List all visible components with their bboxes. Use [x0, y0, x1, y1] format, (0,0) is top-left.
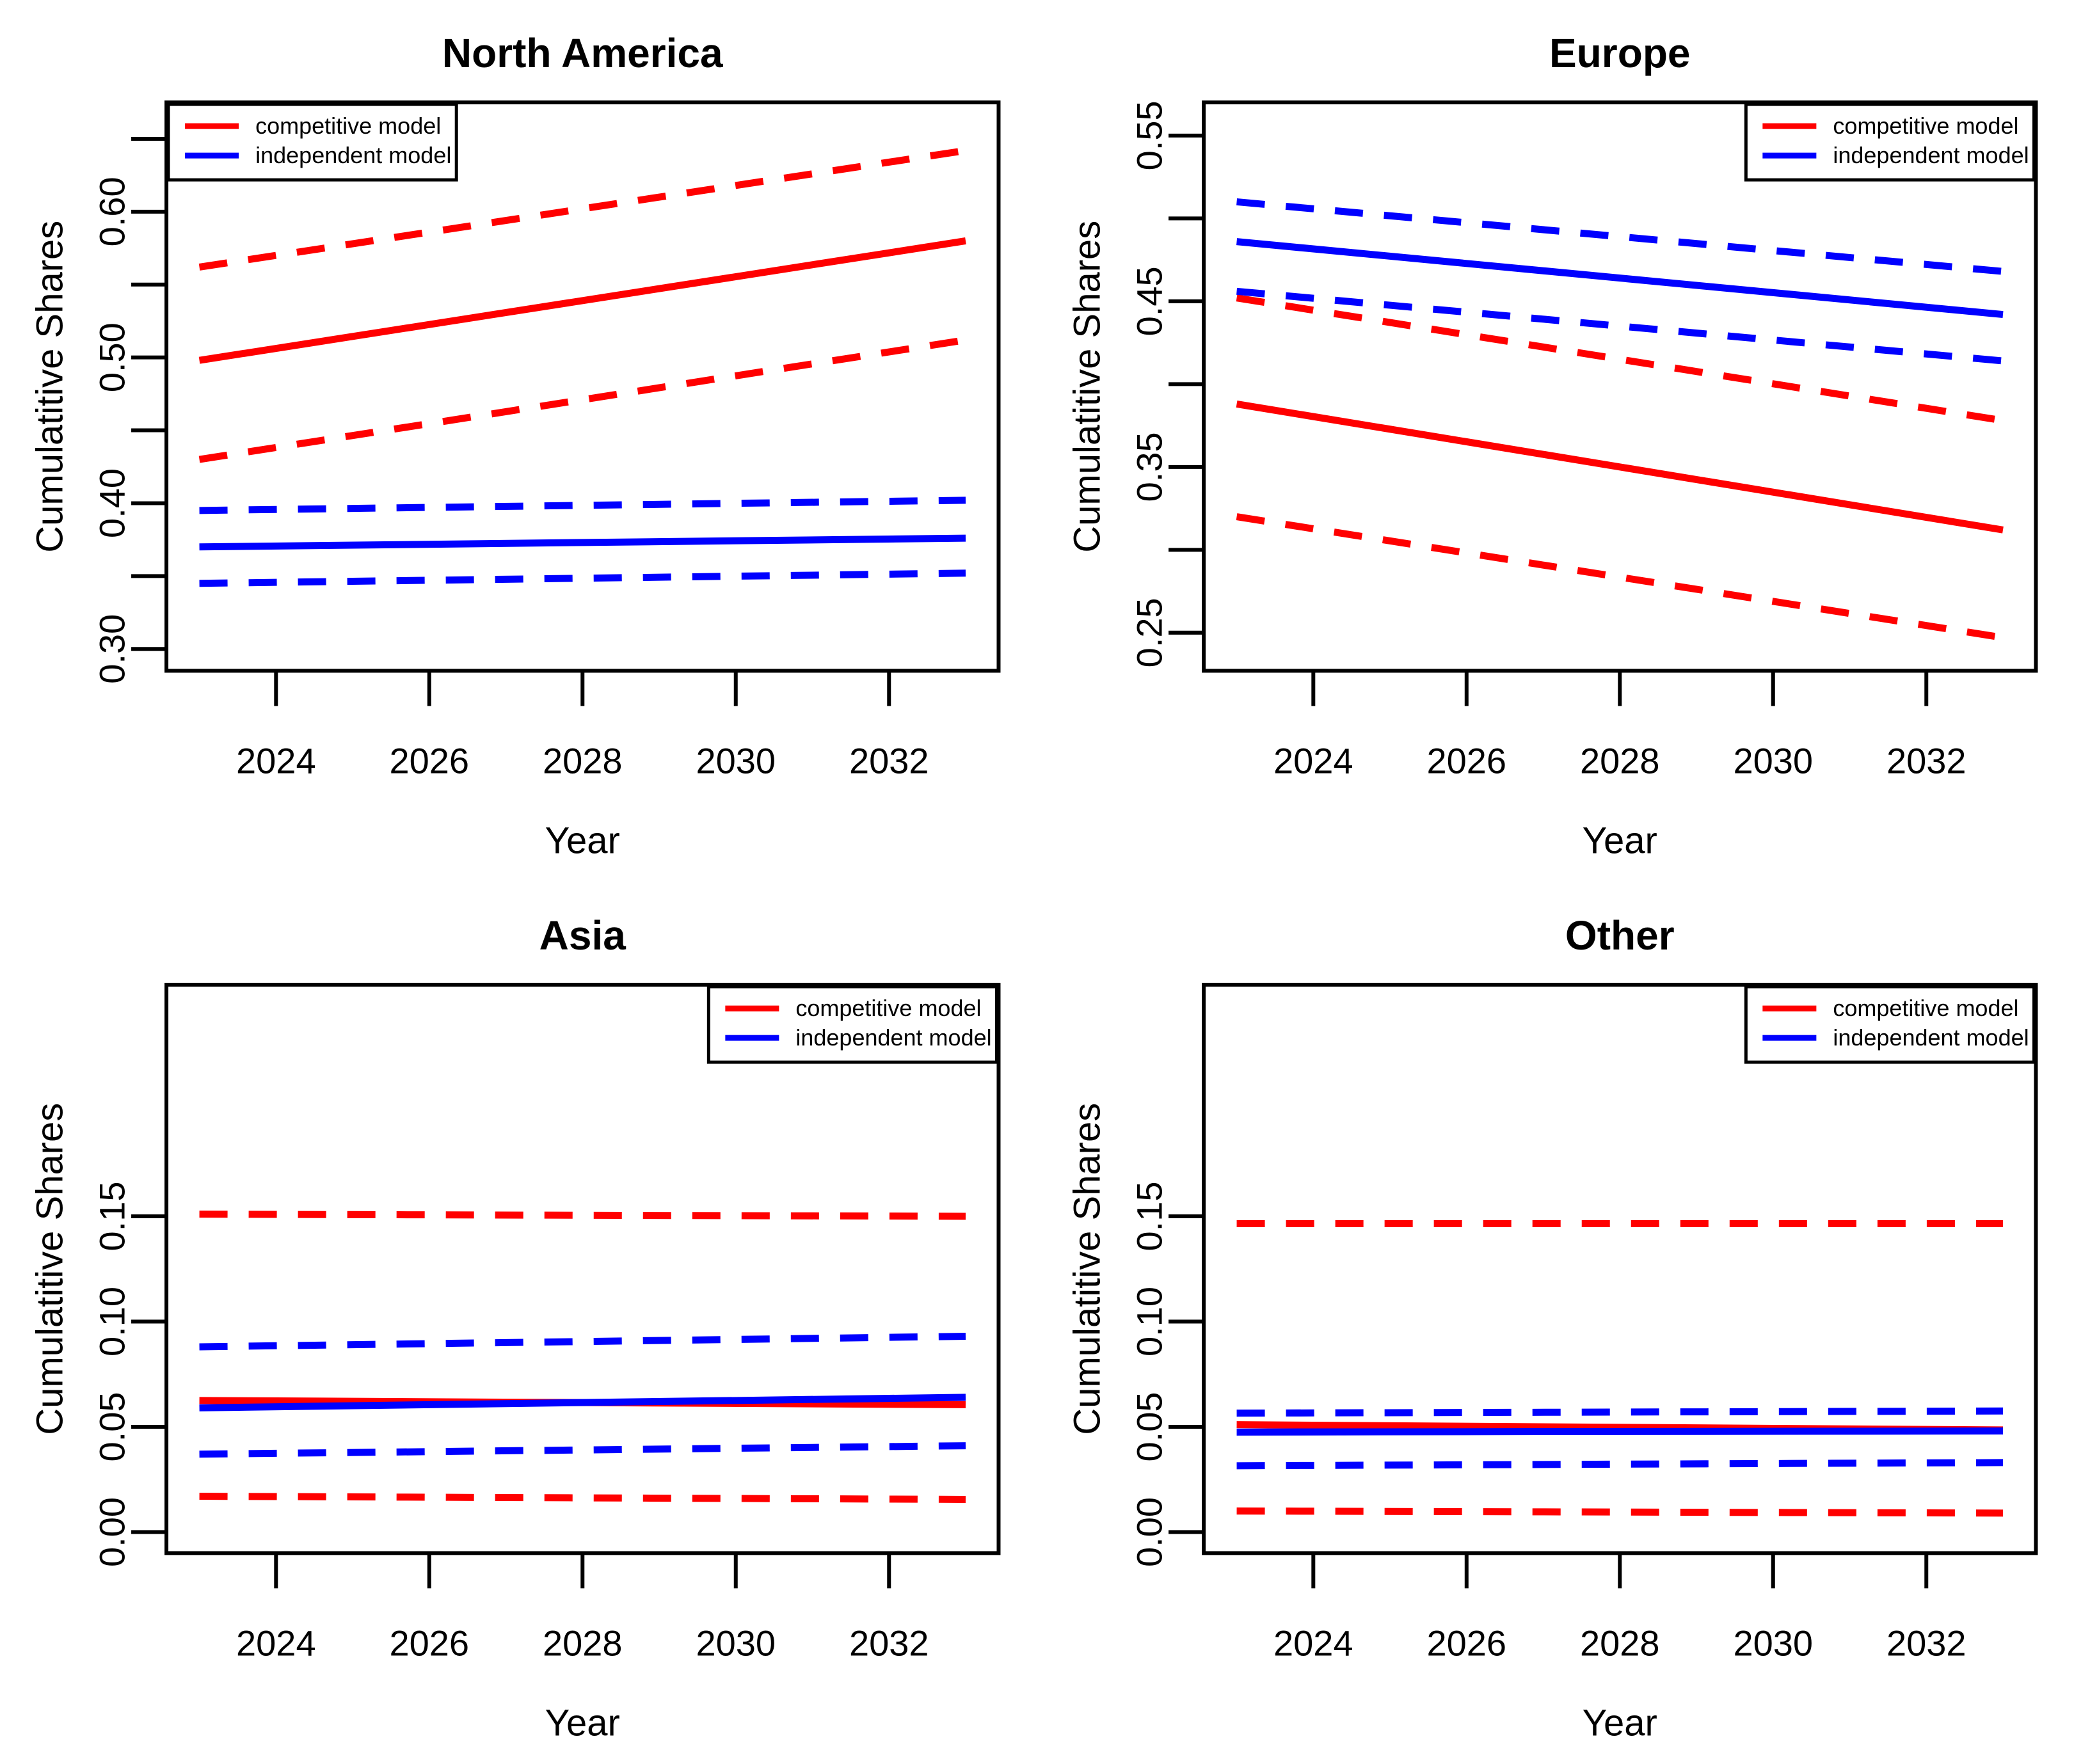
- series-line-europe-2: [1236, 513, 2004, 642]
- y-tick-label: 0.40: [92, 468, 132, 538]
- series-line-north-america-3: [199, 534, 966, 551]
- chart-panel-asia: 2024 2026 2028 2030 2032 0.00 0.05 0.10 0.15 Asia…: [29, 912, 1001, 1744]
- legend-other: competitive model independent model: [1744, 985, 2036, 1064]
- legend-item-label: competitive model: [1833, 995, 2018, 1021]
- y-tick-label: 0.55: [1129, 100, 1169, 170]
- y-tick-label: 0.15: [1129, 1181, 1169, 1251]
- legend-box: [166, 102, 458, 182]
- y-tick-label: 0.00: [92, 1497, 132, 1566]
- x-tick-label: 2028: [1579, 1623, 1659, 1663]
- legend-item-label: independent model: [1833, 1024, 2029, 1051]
- x-tick-label: 2026: [390, 1623, 470, 1663]
- series-line-north-america-0: [198, 237, 966, 364]
- x-tick-label: 2030: [696, 740, 776, 781]
- series-line-north-america-1: [198, 147, 966, 271]
- chart-panel-north-america: 2024 2026 2028 2030 2032 0.30 0.40 0.50 0.60 Nort…: [29, 30, 1001, 861]
- x-tick-label: 2032: [849, 1623, 929, 1663]
- series-line-europe-5: [1236, 287, 2003, 365]
- series-line-asia-5: [199, 1442, 966, 1458]
- plot-box: [164, 100, 1001, 673]
- y-tick-label: 0.00: [1129, 1497, 1169, 1566]
- y-tick-label: 0.15: [92, 1181, 132, 1251]
- y-axis-title: Cumulatitive Shares: [1066, 1102, 1108, 1434]
- series-line-asia-4: [199, 1332, 966, 1350]
- series-line-other-3: [1236, 1427, 2003, 1436]
- series-line-other-4: [1236, 1407, 2003, 1417]
- x-tick-label: 2028: [543, 740, 623, 781]
- x-tick-label: 2028: [1579, 740, 1659, 781]
- series-line-north-america-4: [199, 497, 966, 514]
- series-line-asia-2: [199, 1492, 966, 1503]
- series-line-north-america-5: [199, 569, 966, 587]
- legend-item-label: competitive model: [255, 113, 441, 139]
- plot-box: [1201, 982, 2038, 1555]
- plot-box: [164, 982, 1001, 1555]
- x-tick-label: 2024: [236, 1623, 316, 1663]
- legend-box: [706, 985, 998, 1064]
- legend-item-label: independent model: [795, 1024, 991, 1051]
- x-tick-label: 2026: [1426, 1623, 1506, 1663]
- x-axis-title: Year: [545, 1702, 620, 1744]
- series-line-other-2: [1236, 1507, 2003, 1516]
- x-tick-label: 2032: [1886, 740, 1966, 781]
- x-tick-label: 2026: [390, 740, 470, 781]
- chart-panel-other: 2024 2026 2028 2030 2032 0.00 0.05 0.10 0.15 Othe…: [1066, 912, 2038, 1744]
- y-tick-label: 0.25: [1129, 598, 1169, 667]
- y-tick-label: 0.60: [92, 177, 132, 246]
- legend-box: [1744, 102, 2036, 182]
- x-tick-label: 2024: [236, 740, 316, 781]
- x-tick-label: 2032: [849, 740, 929, 781]
- y-axis-title: Cumulatitive Shares: [29, 1102, 71, 1434]
- legend-item-label: independent model: [255, 142, 451, 168]
- legend-item-label: competitive model: [1833, 113, 2018, 139]
- y-tick-label: 0.05: [92, 1392, 132, 1461]
- series-line-europe-4: [1236, 198, 2003, 275]
- legend-item-label: competitive model: [795, 995, 981, 1021]
- panel-title: North America: [442, 30, 724, 76]
- legend-box: [1744, 985, 2036, 1064]
- y-axis-title: Cumulatitive Shares: [29, 221, 71, 553]
- plot-box: [1201, 100, 2038, 673]
- x-tick-label: 2030: [1733, 1623, 1813, 1663]
- y-axis-title: Cumulatitive Shares: [1066, 221, 1108, 553]
- x-axis-title: Year: [545, 820, 620, 861]
- panel-title: Asia: [539, 912, 627, 958]
- x-tick-label: 2024: [1273, 740, 1353, 781]
- series-line-other-5: [1236, 1458, 2003, 1469]
- y-tick-label: 0.10: [1129, 1286, 1169, 1356]
- series-line-north-america-2: [198, 336, 966, 463]
- panel-title: Europe: [1549, 30, 1691, 76]
- series-line-asia-3: [199, 1393, 966, 1411]
- x-axis-title: Year: [1582, 820, 1657, 861]
- x-tick-label: 2030: [1733, 740, 1813, 781]
- series-line-europe-1: [1236, 294, 2004, 424]
- legend-item-label: independent model: [1833, 142, 2029, 168]
- legend-asia: competitive model independent model: [706, 985, 998, 1064]
- chart-panel-europe: 2024 2026 2028 2030 2032 0.25 0.35 0.45 0.55 Euro…: [1066, 30, 2038, 861]
- x-tick-label: 2030: [696, 1623, 776, 1663]
- legend-europe: competitive model independent model: [1744, 102, 2036, 182]
- panel-title: Other: [1565, 912, 1674, 958]
- series-line-europe-3: [1236, 238, 2004, 319]
- y-tick-label: 0.30: [92, 614, 132, 684]
- x-tick-label: 2026: [1426, 740, 1506, 781]
- x-axis-title: Year: [1582, 1702, 1657, 1744]
- y-tick-label: 0.45: [1129, 266, 1169, 336]
- x-tick-label: 2032: [1886, 1623, 1966, 1663]
- x-tick-label: 2024: [1273, 1623, 1353, 1663]
- y-tick-label: 0.50: [92, 322, 132, 392]
- legend-north-america: competitive model independent model: [166, 102, 458, 182]
- y-tick-label: 0.05: [1129, 1392, 1169, 1461]
- y-tick-label: 0.10: [92, 1286, 132, 1356]
- y-tick-label: 0.35: [1129, 432, 1169, 502]
- series-line-europe-0: [1236, 400, 2004, 534]
- x-tick-label: 2028: [543, 1623, 623, 1663]
- series-line-asia-1: [199, 1210, 966, 1220]
